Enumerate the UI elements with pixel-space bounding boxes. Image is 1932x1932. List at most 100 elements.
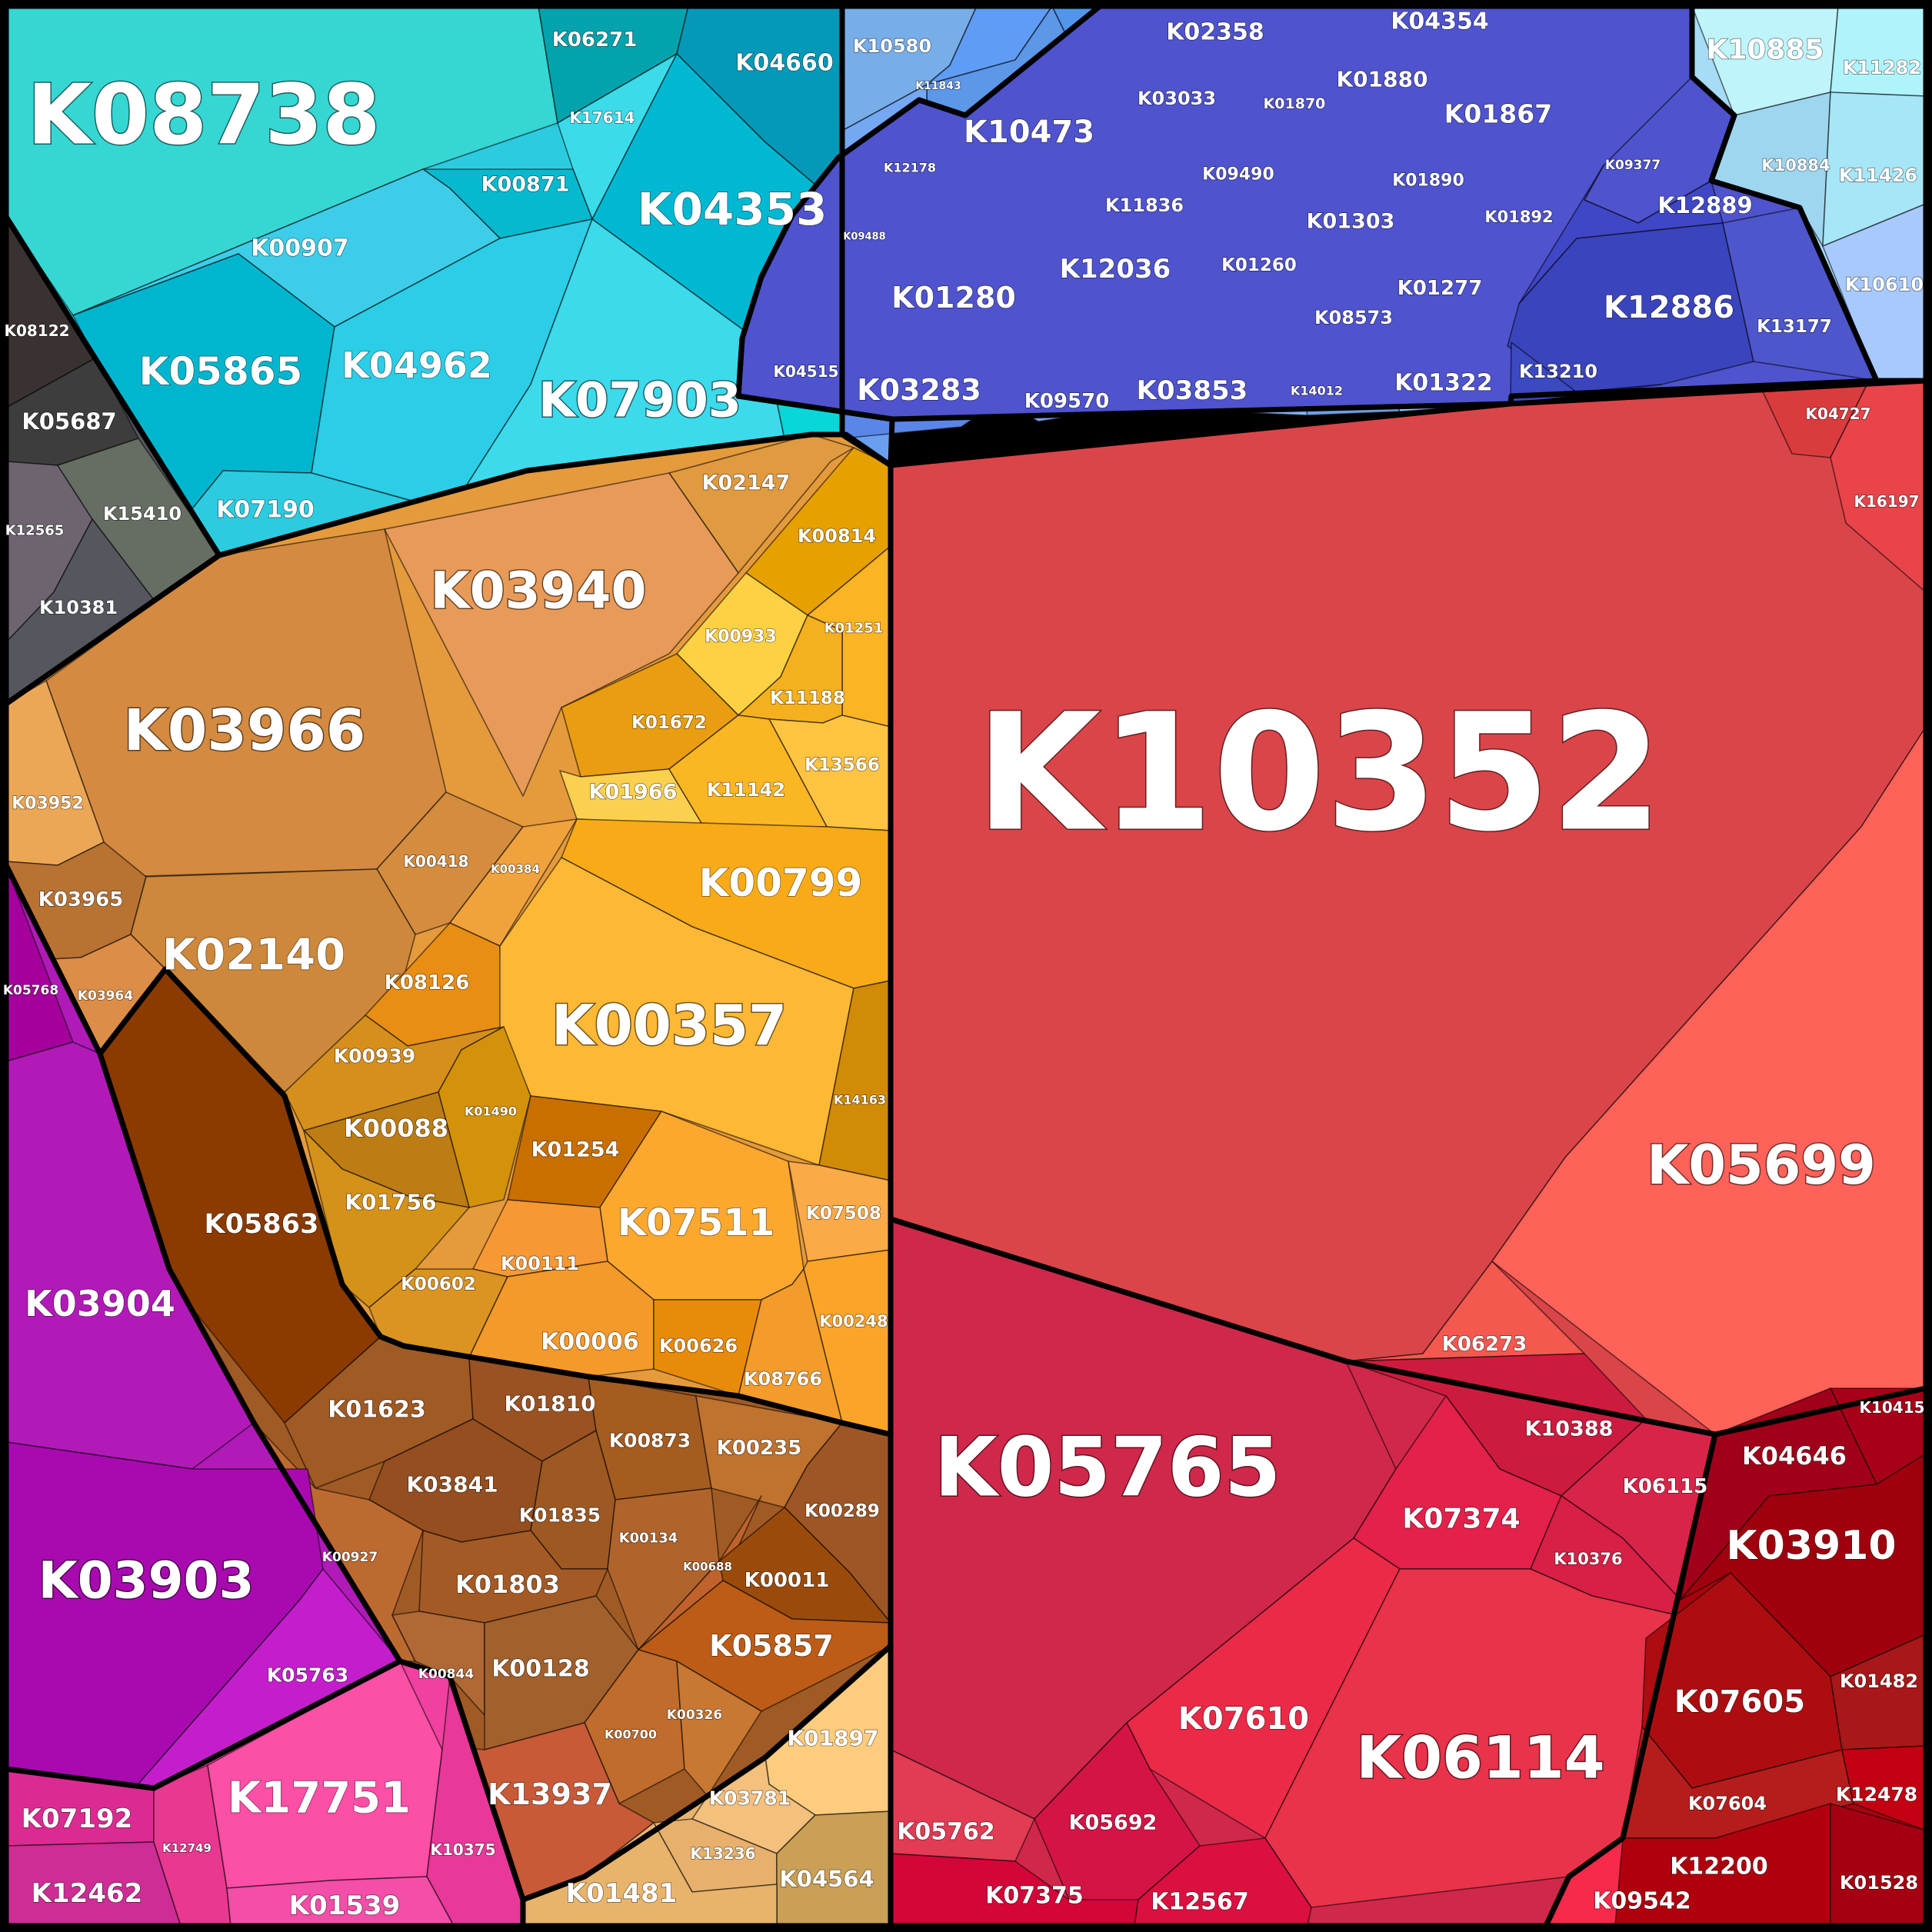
- cell-label-k01623: K01623: [328, 1397, 426, 1424]
- cell-label-k05687: K05687: [22, 408, 116, 435]
- cell-label-k01870: K01870: [1264, 95, 1326, 112]
- cell-label-k08573: K08573: [1314, 307, 1393, 328]
- cell-label-k01880: K01880: [1336, 67, 1427, 92]
- cell-label-k05768: K05768: [3, 983, 58, 998]
- cell-k11282: [1830, 5, 1927, 97]
- cell-label-k00927: K00927: [322, 1550, 378, 1565]
- cell-label-k01892: K01892: [1484, 208, 1553, 226]
- cell-label-k00011: K00011: [744, 1569, 830, 1592]
- cell-label-k10415: K10415: [1859, 1398, 1924, 1417]
- cell-label-k01254: K01254: [531, 1138, 620, 1162]
- cell-label-k12567: K12567: [1151, 1889, 1249, 1916]
- cell-label-k01803: K01803: [455, 1570, 560, 1599]
- cell-label-k04564: K04564: [779, 1866, 874, 1892]
- cell-label-k03910: K03910: [1726, 1523, 1896, 1569]
- cell-label-k01251: K01251: [824, 621, 884, 637]
- cell-k03940: [384, 472, 739, 797]
- cell-label-k05857: K05857: [709, 1629, 834, 1663]
- cell-label-k05765: K05765: [934, 1421, 1281, 1515]
- cell-label-k01482: K01482: [1840, 1671, 1918, 1692]
- cell-label-k07610: K07610: [1178, 1701, 1309, 1737]
- cell-label-k01897: K01897: [787, 1726, 878, 1751]
- cell-label-k00873: K00873: [609, 1430, 691, 1452]
- cell-label-k00602: K00602: [401, 1274, 476, 1294]
- cell-label-k01867: K01867: [1444, 99, 1552, 129]
- cell-label-k06271: K06271: [552, 28, 638, 52]
- cell-label-k12462: K12462: [32, 1878, 143, 1909]
- cell-label-k07508: K07508: [806, 1204, 881, 1224]
- cell-label-k11282: K11282: [1843, 57, 1921, 78]
- cell-label-k00688: K00688: [683, 1560, 732, 1574]
- cell-label-k13937: K13937: [488, 1777, 612, 1811]
- cell-label-k03940: K03940: [431, 561, 647, 621]
- cell-k11142: [668, 715, 828, 828]
- cell-label-k12749: K12749: [162, 1841, 212, 1855]
- cell-label-k00907: K00907: [251, 235, 349, 262]
- cell-label-k09377: K09377: [1605, 158, 1661, 173]
- cell-label-k00844: K00844: [418, 1667, 474, 1682]
- cell-label-k00289: K00289: [804, 1501, 880, 1521]
- cell-label-k03853: K03853: [1137, 375, 1248, 406]
- cell-label-k10884: K10884: [1761, 156, 1830, 175]
- cell-label-k11836: K11836: [1105, 195, 1184, 216]
- cell-label-k10580: K10580: [853, 35, 931, 57]
- cell-label-k00418: K00418: [403, 852, 468, 871]
- cell-label-k17614: K17614: [569, 108, 635, 127]
- cell-label-k01280: K01280: [891, 281, 1016, 315]
- cell-label-k10610: K10610: [1845, 274, 1924, 295]
- cell-label-k01528: K01528: [1840, 1872, 1918, 1894]
- cell-label-k03283: K03283: [857, 373, 981, 407]
- cell-label-k11142: K11142: [707, 779, 785, 801]
- cell-label-k10388: K10388: [1525, 1417, 1614, 1441]
- cell-label-k01303: K01303: [1307, 210, 1395, 234]
- cell-label-k04660: K04660: [735, 50, 834, 77]
- cell-label-k00626: K00626: [659, 1335, 738, 1357]
- cell-label-k06114: K06114: [1356, 1724, 1604, 1792]
- cell-label-k01890: K01890: [1392, 172, 1464, 191]
- cell-label-k01810: K01810: [504, 1391, 595, 1417]
- cell-label-k12886: K12886: [1604, 290, 1734, 325]
- cell-label-k06273: K06273: [1442, 1333, 1527, 1356]
- cell-label-k05763: K05763: [267, 1664, 348, 1687]
- cell-label-k10381: K10381: [39, 597, 118, 618]
- cell-label-k12478: K12478: [1836, 1784, 1917, 1806]
- cell-label-k01481: K01481: [566, 1878, 678, 1909]
- cell-label-k08738: K08738: [27, 68, 380, 164]
- cell-label-k01835: K01835: [519, 1504, 601, 1527]
- cell-label-k07192: K07192: [22, 1804, 133, 1834]
- cell-label-k05699: K05699: [1647, 1134, 1876, 1197]
- cell-k00134: [607, 1487, 720, 1651]
- cell-label-k02140: K02140: [162, 931, 345, 981]
- cell-label-k09488: K09488: [843, 232, 885, 243]
- cell-label-k07375: K07375: [985, 1883, 1084, 1910]
- cell-k13210: [1510, 341, 1662, 405]
- cell-label-k09570: K09570: [1024, 390, 1110, 413]
- cell-label-k00871: K00871: [481, 173, 570, 197]
- cell-label-k00134: K00134: [619, 1531, 678, 1547]
- cell-label-k06115: K06115: [1623, 1475, 1708, 1498]
- cell-label-k01322: K01322: [1394, 370, 1493, 397]
- cell-label-k16197: K16197: [1854, 492, 1919, 511]
- cell-label-k01277: K01277: [1397, 277, 1483, 300]
- cell-label-k03964: K03964: [78, 988, 133, 1004]
- cell-label-k11426: K11426: [1839, 165, 1917, 186]
- cell-label-k09490: K09490: [1202, 165, 1274, 185]
- cell-label-k05692: K05692: [1069, 1811, 1158, 1835]
- cell-label-k00235: K00235: [717, 1437, 802, 1460]
- cell-label-k03781: K03781: [709, 1787, 791, 1810]
- cell-label-k03033: K03033: [1138, 88, 1216, 109]
- labels-layer: K08738 K06271 K04660 K17614 K00871 K04353 K009…: [2, 8, 1925, 1922]
- cell-label-k17751: K17751: [228, 1774, 411, 1824]
- cell-label-k10376: K10376: [1554, 1550, 1622, 1568]
- cell-label-k14012: K14012: [1291, 384, 1343, 398]
- cell-label-k13236: K13236: [690, 1844, 755, 1863]
- cell-label-k00111: K00111: [501, 1253, 579, 1274]
- cell-label-k10352: K10352: [975, 679, 1662, 868]
- cell-label-k00357: K00357: [551, 993, 787, 1058]
- cell-label-k13210: K13210: [1519, 361, 1597, 382]
- cell-label-k03952: K03952: [12, 794, 84, 814]
- cell-label-k00248: K00248: [819, 1312, 888, 1331]
- cell-label-k00128: K00128: [491, 1656, 590, 1683]
- cell-label-k13177: K13177: [1757, 317, 1832, 337]
